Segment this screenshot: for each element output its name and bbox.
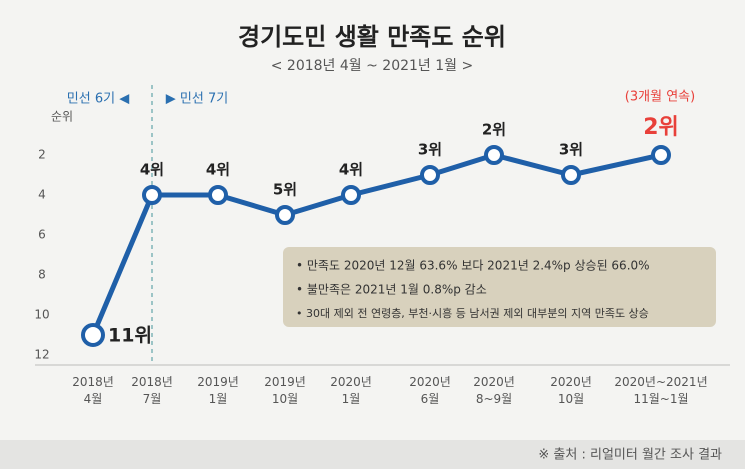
x-tick-label: 2020년 8~9월 (473, 375, 515, 406)
x-tick-label: 2020년 1월 (330, 375, 372, 406)
y-tick-label: 4 (38, 188, 46, 202)
annotation: ▶ 민선 7기 (166, 92, 228, 107)
annotation: 민선 6기 ◀ (67, 92, 129, 107)
value-label: 4위 (206, 161, 230, 179)
point (275, 205, 295, 225)
x-tick-label: 2019년 1월 (197, 375, 239, 406)
point (651, 145, 671, 165)
note: • 만족도 2020년 12월 63.6% 보다 2021년 2.4%p 상승된… (296, 259, 650, 273)
value-label: 2위 (643, 115, 679, 140)
value-label: 4위 (339, 161, 363, 179)
value-label: 11위 (108, 325, 152, 347)
value-label: 5위 (273, 181, 297, 199)
point (81, 323, 105, 347)
x-tick-label: 2020년 6월 (409, 375, 451, 406)
y-tick-label: 6 (38, 228, 46, 242)
footer-band (0, 440, 745, 469)
point (208, 185, 228, 205)
point (561, 165, 581, 185)
y-tick-label: 12 (34, 348, 49, 362)
point (420, 165, 440, 185)
chart-title: 경기도민 생활 만족도 순위 (238, 23, 506, 51)
y-tick-label: 10 (34, 308, 49, 322)
y-tick-label: 8 (38, 268, 46, 282)
x-tick-label: 2019년 10월 (264, 375, 306, 406)
annotation: (3개월 연속) (625, 90, 695, 105)
value-label: 2위 (482, 121, 506, 139)
x-tick-label: 2018년 7월 (131, 375, 173, 406)
point (142, 185, 162, 205)
note: • 불만족은 2021년 1월 0.8%p 감소 (296, 283, 487, 297)
x-tick-label: 2020년~2021년 11월~1월 (614, 375, 708, 406)
x-tick-label: 2018년 4월 (72, 375, 114, 406)
y-tick-label: 2 (38, 148, 46, 162)
note-box (283, 247, 716, 327)
value-label: 3위 (559, 141, 583, 159)
point (341, 185, 361, 205)
y-axis-label: 순위 (51, 110, 73, 124)
x-tick-label: 2020년 10월 (550, 375, 592, 406)
note: • 30대 제외 전 연령층, 부천·시흥 등 남서권 제외 대부분의 지역 만… (296, 306, 649, 320)
value-label: 4위 (140, 161, 164, 179)
chart-subtitle: < 2018년 4월 ~ 2021년 1월 > (271, 58, 474, 74)
point (484, 145, 504, 165)
source: ※ 출처 : 리얼미터 월간 조사 결과 (538, 448, 722, 463)
value-label: 3위 (418, 141, 442, 159)
